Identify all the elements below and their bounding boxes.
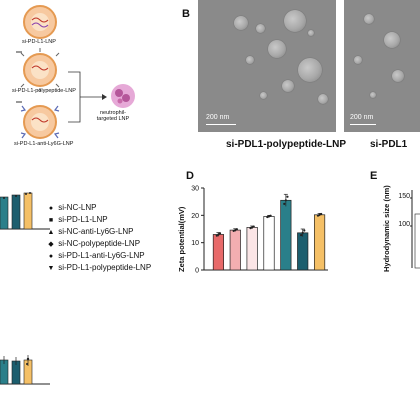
- lnp-label-bottom: si-PD-L1-anti-Ly6G-LNP: [14, 141, 74, 147]
- panel-letter-d: D: [186, 170, 194, 182]
- panel-letter-e: E: [370, 170, 378, 182]
- legend-diamond-icon: ◆: [48, 241, 54, 248]
- legend-item: ● si-PD-L1-anti-Ly6G-LNP: [46, 251, 145, 260]
- y-tick-label: 30: [191, 186, 199, 193]
- neutrophil-icon: [111, 84, 135, 108]
- y-tick-label: 0: [195, 268, 199, 275]
- lnp-icon-top: [23, 5, 57, 39]
- zeta-data-point: [303, 229, 306, 232]
- hydro-axis: [410, 190, 420, 269]
- zeta-data-point: [252, 225, 255, 228]
- zeta-data-point: [284, 199, 287, 202]
- lnp-label-middle: si-PD-L1-polypeptide-LNP: [12, 88, 76, 94]
- lnp-icon-bottom: [20, 105, 60, 139]
- legend-circle-icon: ●: [48, 253, 54, 260]
- legend-square-icon: ■: [48, 217, 54, 224]
- lnp-icon-middle: [20, 48, 60, 92]
- tem-scale-left: 200 nm: [206, 114, 230, 121]
- lnp-schematic: [16, 5, 135, 139]
- zeta-data-point: [235, 228, 238, 231]
- tem-caption-left: si-PDL1-polypeptide-LNP: [226, 139, 347, 150]
- legend-triangle-up-icon: ▲: [47, 229, 55, 236]
- legend-item: ■ si-PD-L1-LNP: [46, 215, 108, 224]
- lnp-label-cell: neutrophil-targeted LNP: [96, 110, 130, 122]
- zeta-bar: [246, 227, 258, 271]
- tem-scale-right: 200 nm: [350, 114, 374, 121]
- zeta-bar: [263, 216, 275, 271]
- legend-item: ▼ si-PD-L1-polypeptide-LNP: [47, 263, 152, 272]
- zeta-bar: [212, 234, 225, 271]
- legend-item: ◆ si-NC-polypeptide-LNP: [46, 239, 140, 248]
- zeta-data-point: [283, 202, 286, 206]
- zeta-data-point: [215, 234, 218, 237]
- y-tick-label: 20: [191, 213, 199, 220]
- zeta-bar: [229, 229, 241, 271]
- zeta-bar: [280, 199, 292, 271]
- zeta-data-point: [217, 233, 220, 236]
- tem-caption-right: si-PDL1: [370, 139, 408, 150]
- zeta-data-point: [300, 234, 303, 237]
- legend-item: ● si-NC-LNP: [46, 203, 97, 212]
- tem-image-right: 200 nm: [344, 0, 420, 132]
- tem-image-left: 200 nm: [198, 0, 336, 132]
- legend-item: ▲ si-NC-anti-Ly6G-LNP: [47, 227, 134, 236]
- zeta-data-point: [269, 214, 272, 217]
- hydro-tick-150: 150: [398, 193, 410, 200]
- zeta-data-point: [286, 195, 289, 198]
- zeta-data-point: [218, 232, 222, 235]
- legend-triangle-down-icon: ▼: [47, 265, 55, 272]
- zeta-data-point: [301, 231, 304, 234]
- zeta-bar: [297, 232, 309, 271]
- left-top-chart: [0, 192, 50, 230]
- lnp-label-top: si-PD-L1-LNP: [22, 39, 56, 45]
- legend-circle-icon: ●: [48, 205, 54, 212]
- hydrodynamic-y-axis-title: Hydrodynamic size (nm): [382, 185, 391, 272]
- hydro-tick-100: 100: [398, 221, 410, 228]
- left-bottom-chart: [0, 355, 50, 385]
- y-tick-label: 10: [191, 240, 199, 247]
- panel-letter-b: B: [182, 8, 190, 20]
- zeta-potential-chart: 0 10 20 30: [191, 186, 328, 275]
- zeta-data-point: [320, 212, 323, 216]
- zeta-bar: [313, 214, 326, 271]
